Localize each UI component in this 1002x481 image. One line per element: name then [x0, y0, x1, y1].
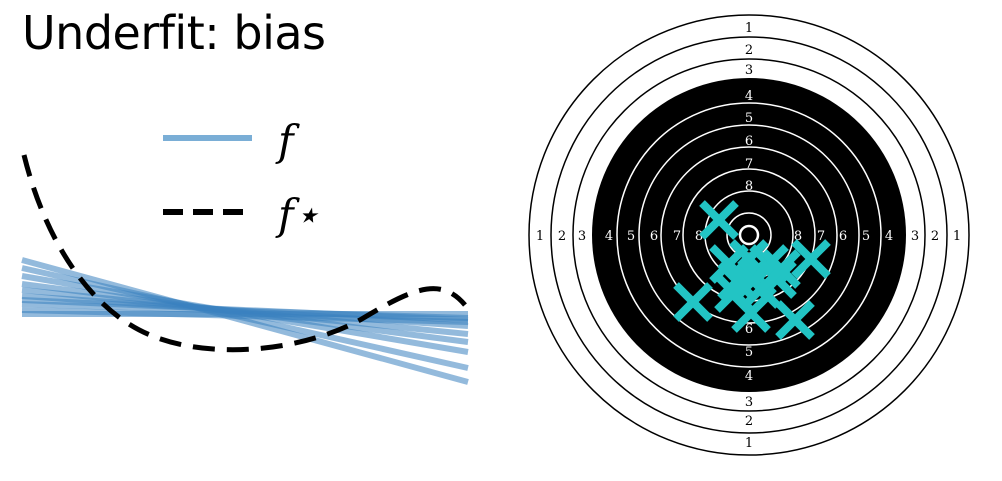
target-ring-5: [638, 124, 860, 346]
ring-number: 4: [745, 89, 753, 104]
ring-number: 2: [931, 229, 939, 244]
slide-title: Underfit: bias: [22, 6, 326, 60]
ring-number: 6: [839, 229, 847, 244]
shot-mark: [775, 300, 815, 340]
ring-number: 1: [745, 436, 753, 451]
shot-marks: [673, 200, 831, 340]
legend-label-f: f: [275, 116, 300, 165]
true-function-curve: [21, 154, 467, 353]
ring-number: 3: [745, 63, 753, 78]
target-ring-6: [660, 146, 838, 324]
ring-number: 4: [745, 369, 753, 384]
shot-mark: [791, 239, 831, 279]
shot-mark: [731, 293, 771, 333]
ring-number: 8: [695, 229, 703, 244]
target-bullseye: [738, 224, 760, 246]
ring-number: 5: [745, 111, 753, 126]
ring-number: 3: [578, 229, 586, 244]
ring-number: 5: [627, 229, 635, 244]
target-black-area: [592, 78, 906, 392]
target: 1 2 3 3 2 1 1 2 3 3 2 1 4 5 6 7 8 8 7 6 …: [528, 14, 970, 456]
ring-number: 8: [745, 179, 753, 194]
ring-number: 6: [745, 322, 753, 337]
ring-number: 7: [745, 157, 753, 172]
ring-number: 1: [745, 21, 753, 36]
ring-number: 3: [911, 229, 919, 244]
shot-mark: [741, 269, 781, 309]
ring-number: 8: [794, 229, 802, 244]
ring-number: 3: [745, 395, 753, 410]
legend: f f⋆: [163, 116, 320, 239]
ring-number: 5: [862, 229, 870, 244]
ring-number: 1: [953, 229, 961, 244]
ring-number: 6: [745, 134, 753, 149]
ring-number: 7: [817, 229, 825, 244]
ring-number: 2: [558, 229, 566, 244]
legend-label-fstar: f⋆: [275, 190, 320, 239]
ring-number: 4: [605, 229, 613, 244]
ring-number: 2: [745, 414, 753, 429]
ring-number: 2: [745, 43, 753, 58]
fits-plot: [21, 154, 469, 385]
fit-lines: [21, 257, 469, 385]
ring-number: 1: [536, 229, 544, 244]
ring-number: 4: [885, 229, 893, 244]
shot-mark: [673, 282, 713, 322]
ring-number: 7: [673, 229, 681, 244]
ring-number: 5: [745, 345, 753, 360]
target-ring-4: [616, 102, 882, 368]
shot-mark: [699, 200, 739, 240]
ring-number: 6: [650, 229, 658, 244]
